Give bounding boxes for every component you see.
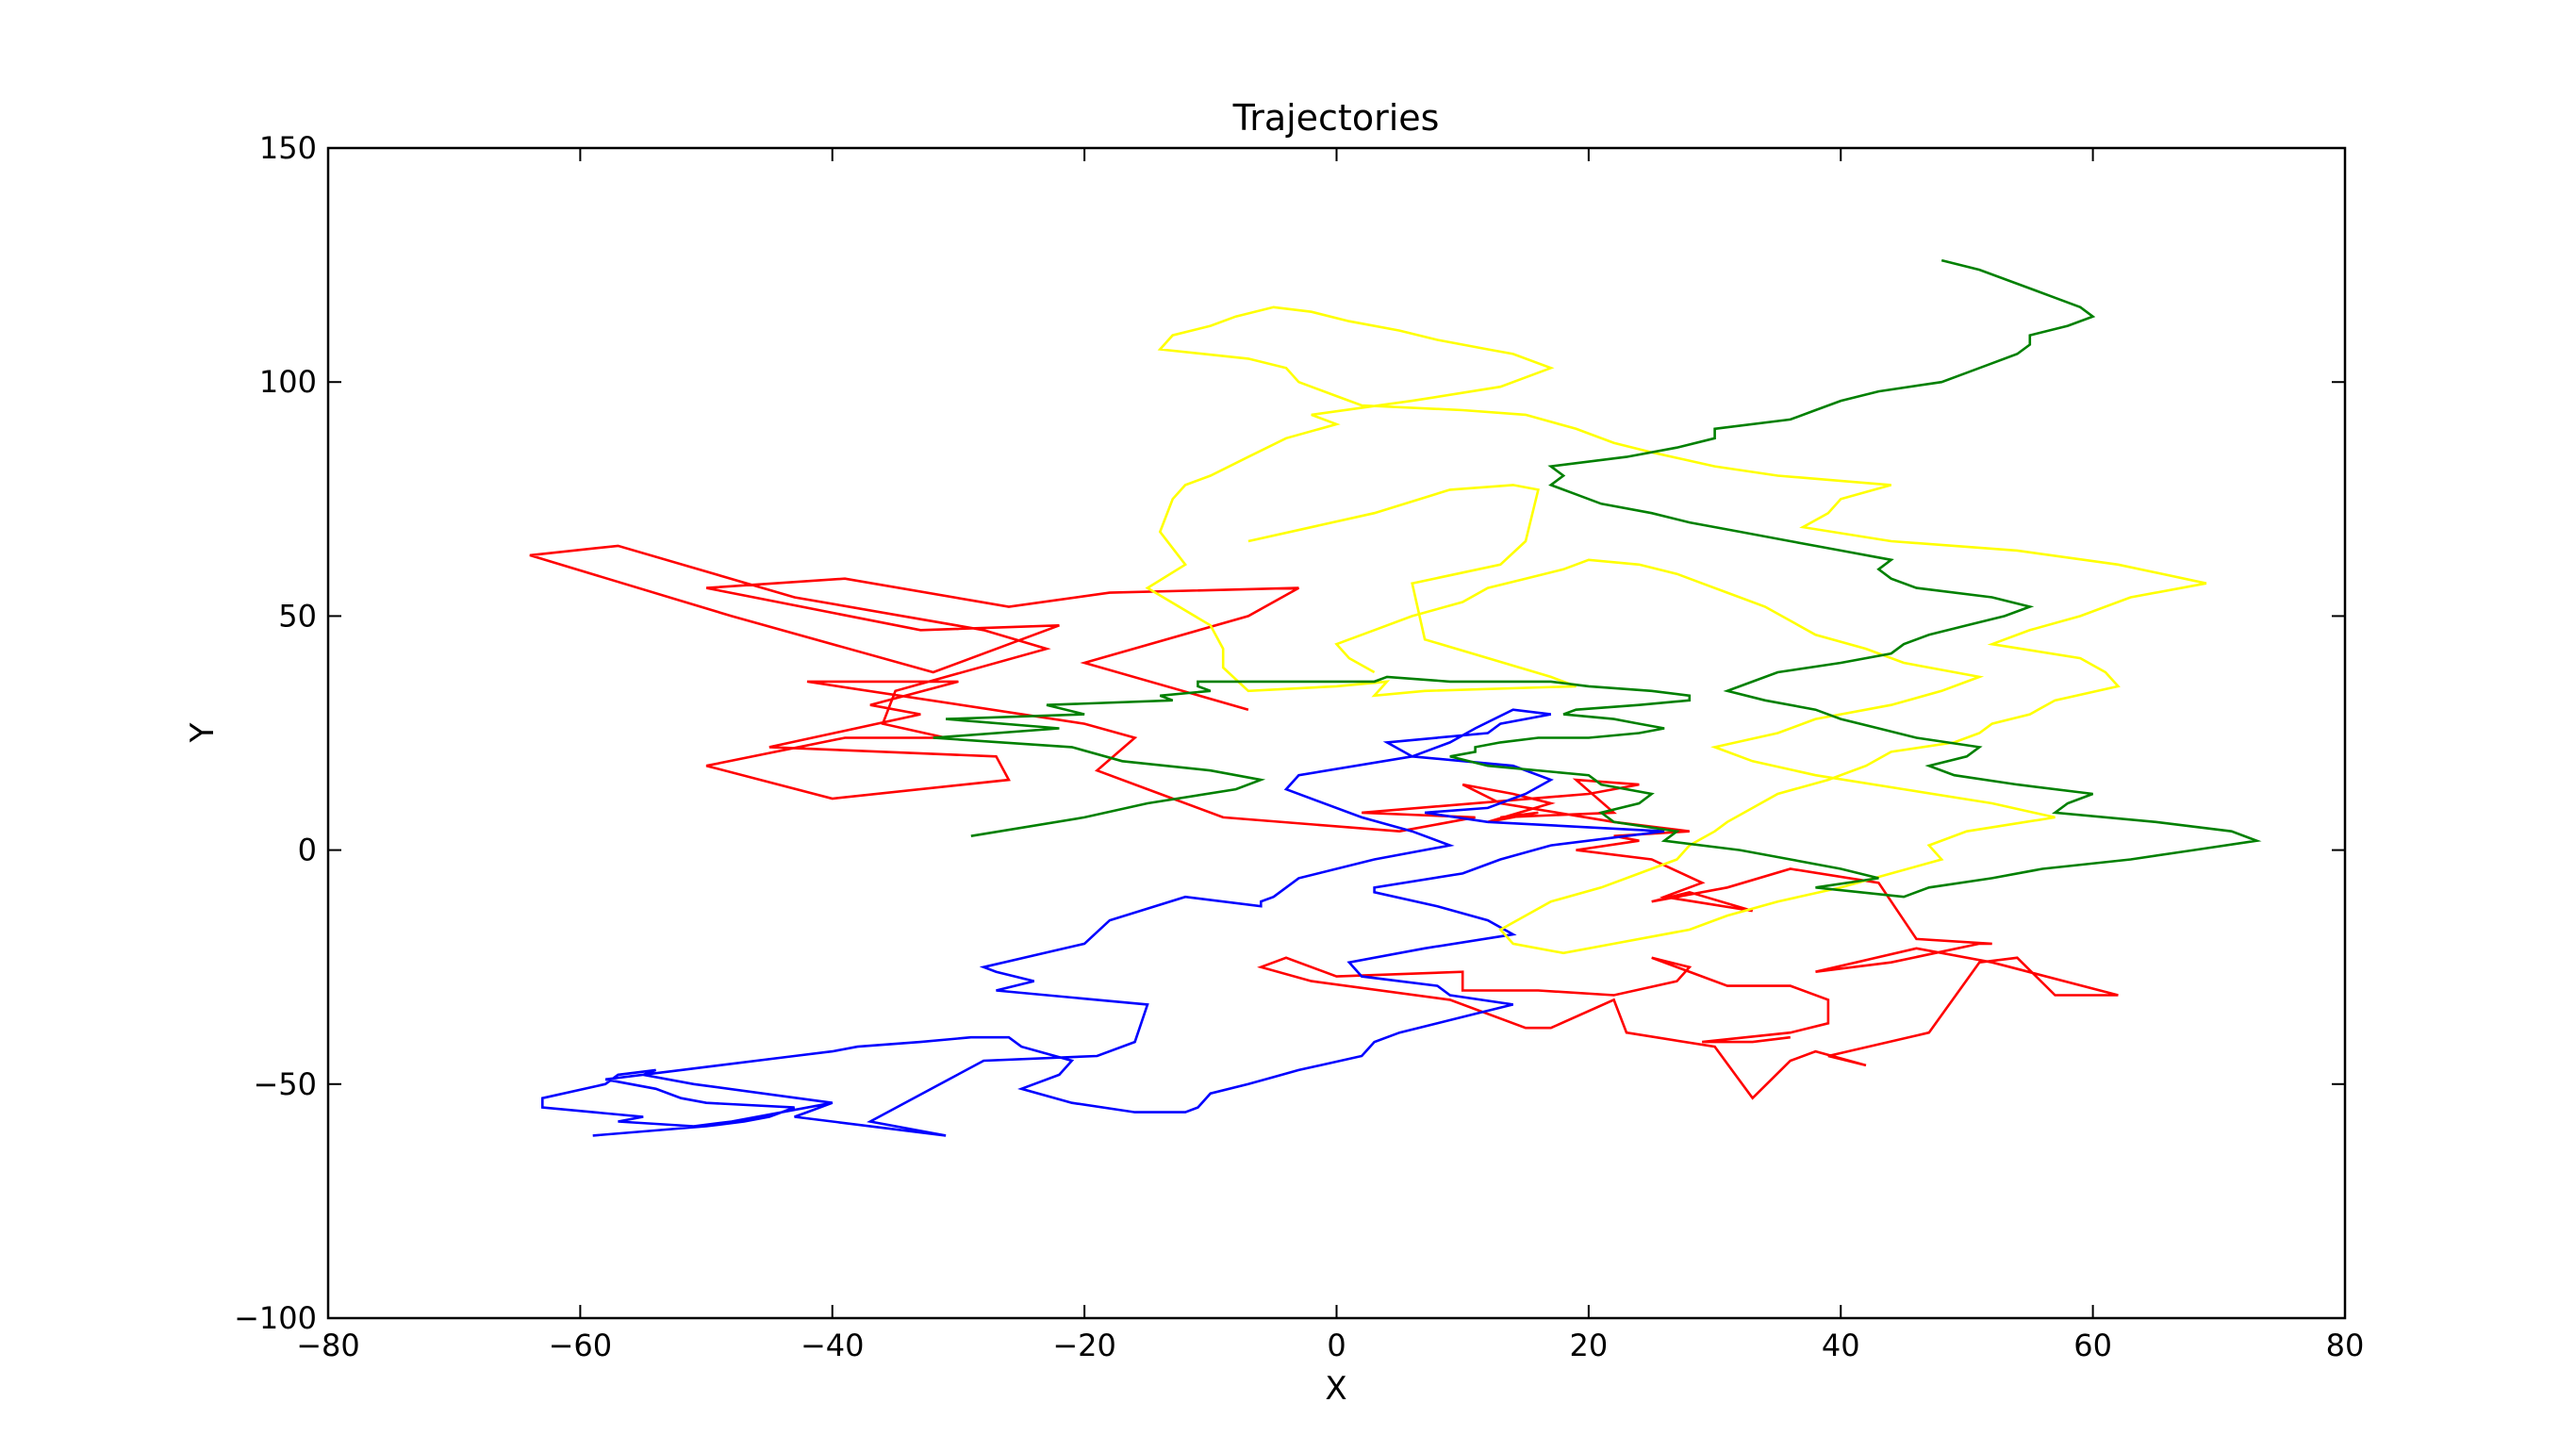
chart-title: Trajectories: [1232, 97, 1440, 139]
y-tick-label: −100: [234, 1300, 317, 1336]
trajectory-line-2: [540, 708, 1665, 1137]
plot-frame: [326, 146, 2347, 1320]
x-tick-label: 40: [1822, 1328, 1860, 1363]
x-tick-label: −40: [801, 1328, 865, 1363]
x-axis-label: X: [1325, 1370, 1346, 1408]
y-tick-label: 0: [298, 833, 317, 868]
y-tick-label: 100: [259, 364, 317, 400]
x-tick-label: 80: [2326, 1328, 2365, 1363]
x-tick-label: 0: [1327, 1328, 1346, 1363]
y-axis-label: Y: [184, 722, 222, 743]
y-tick-label: −50: [253, 1066, 317, 1102]
trajectory-line-4: [933, 258, 2262, 899]
series-layer: [529, 258, 2262, 1137]
x-tick-label: 60: [2073, 1328, 2112, 1363]
trajectory-line-3: [1145, 305, 2207, 955]
y-tick-label: 150: [259, 130, 317, 166]
x-tick-label: −20: [1052, 1328, 1116, 1363]
x-tick-label: 20: [1570, 1328, 1609, 1363]
tick-layer: −80 −60 −40 −20 0 20 40 60 80 −100 −50 0 50 100 150: [234, 130, 2364, 1363]
y-tick-label: 50: [278, 598, 317, 634]
trajectory-line-1: [529, 544, 2119, 1100]
x-tick-label: −80: [296, 1328, 360, 1363]
x-tick-label: −60: [549, 1328, 613, 1363]
